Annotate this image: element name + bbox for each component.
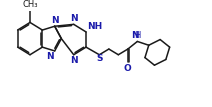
Text: H: H (134, 31, 141, 40)
Text: N: N (70, 14, 78, 23)
Text: N: N (131, 31, 139, 40)
Text: N: N (70, 56, 78, 65)
Text: CH₃: CH₃ (22, 0, 38, 9)
Text: S: S (96, 54, 103, 63)
Text: O: O (124, 64, 132, 73)
Text: N: N (46, 52, 54, 61)
Text: N: N (51, 16, 59, 25)
Text: NH: NH (88, 22, 103, 31)
